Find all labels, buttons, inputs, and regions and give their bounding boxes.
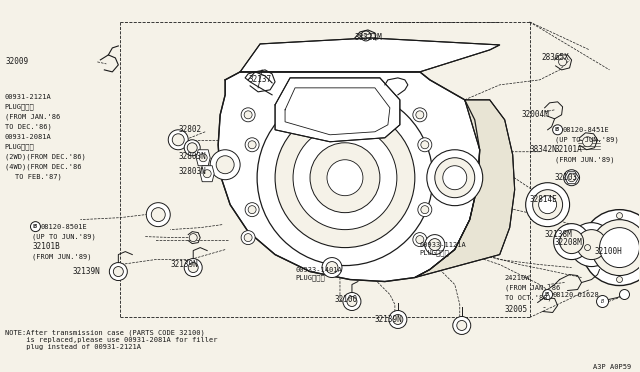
Circle shape: [168, 130, 188, 150]
Text: 32004M: 32004M: [522, 110, 549, 119]
Circle shape: [543, 289, 552, 299]
Polygon shape: [240, 38, 500, 72]
Circle shape: [248, 141, 256, 149]
Circle shape: [113, 267, 124, 276]
Circle shape: [421, 206, 429, 214]
Text: 00931-2081A: 00931-2081A: [4, 134, 51, 140]
Text: TO DEC.'86): TO DEC.'86): [4, 124, 51, 130]
Circle shape: [343, 292, 361, 311]
Polygon shape: [275, 78, 400, 142]
Text: 38322M: 38322M: [355, 33, 383, 42]
Text: (FROM JUN.'89): (FROM JUN.'89): [33, 253, 92, 260]
Text: 00933-1121A: 00933-1121A: [420, 241, 467, 248]
Text: PLUGプラグ: PLUGプラグ: [295, 274, 324, 281]
Polygon shape: [415, 100, 515, 278]
Circle shape: [248, 206, 256, 214]
Text: 00933-1401A: 00933-1401A: [295, 267, 342, 273]
Text: B: B: [556, 127, 559, 132]
Text: PLUGプラグ: PLUGプラグ: [420, 249, 449, 256]
Circle shape: [591, 219, 640, 276]
Circle shape: [216, 156, 234, 174]
Text: NOTE:After transmission case (PARTS CODE 32100)
     is replaced,please use 0093: NOTE:After transmission case (PARTS CODE…: [4, 330, 217, 350]
Circle shape: [570, 222, 614, 267]
Text: B: B: [555, 127, 558, 132]
Text: B: B: [601, 299, 604, 304]
Circle shape: [241, 231, 255, 245]
Circle shape: [616, 213, 623, 219]
Circle shape: [413, 232, 427, 247]
Text: 32137: 32137: [248, 76, 271, 84]
Text: B: B: [545, 292, 548, 297]
Circle shape: [552, 125, 563, 135]
Text: 28365X: 28365X: [541, 54, 570, 62]
Circle shape: [245, 203, 259, 217]
Circle shape: [151, 208, 165, 222]
Text: 24210W: 24210W: [505, 275, 530, 280]
Circle shape: [322, 257, 342, 278]
Circle shape: [416, 235, 424, 244]
Circle shape: [418, 203, 432, 217]
Text: 00931-2121A: 00931-2121A: [4, 94, 51, 100]
Text: TO OCT.'88): TO OCT.'88): [505, 294, 552, 301]
Text: TO FEB.'87): TO FEB.'87): [15, 173, 61, 180]
Circle shape: [293, 126, 397, 230]
Circle shape: [429, 238, 441, 251]
Text: 38342N: 38342N: [530, 145, 557, 154]
Circle shape: [389, 311, 407, 328]
Circle shape: [421, 141, 429, 149]
Text: 32802: 32802: [178, 125, 202, 134]
Circle shape: [418, 138, 432, 152]
Text: 32138M: 32138M: [545, 230, 572, 239]
Circle shape: [457, 320, 467, 330]
Circle shape: [310, 143, 380, 213]
Circle shape: [525, 183, 570, 227]
Circle shape: [275, 108, 415, 248]
Text: 32814E: 32814E: [530, 195, 557, 204]
Circle shape: [564, 170, 580, 186]
Text: 08120-61628: 08120-61628: [552, 292, 600, 298]
Text: 08120-8451E: 08120-8451E: [563, 127, 609, 133]
Circle shape: [416, 111, 424, 119]
Circle shape: [189, 234, 197, 241]
Text: 32100H: 32100H: [595, 247, 622, 256]
Circle shape: [244, 234, 252, 241]
Circle shape: [566, 173, 577, 183]
Circle shape: [532, 190, 563, 219]
Text: 08120-8501E: 08120-8501E: [40, 224, 87, 230]
Circle shape: [427, 150, 483, 206]
Circle shape: [582, 137, 593, 147]
Circle shape: [199, 154, 207, 162]
Circle shape: [559, 58, 566, 66]
Circle shape: [184, 259, 202, 276]
Polygon shape: [218, 72, 480, 282]
Circle shape: [443, 166, 467, 190]
Text: 32005: 32005: [505, 305, 528, 314]
Text: B: B: [34, 224, 37, 229]
Polygon shape: [564, 172, 579, 184]
Text: (UP TO JUN.'89): (UP TO JUN.'89): [555, 137, 618, 143]
Circle shape: [172, 134, 184, 146]
Circle shape: [203, 170, 211, 178]
Circle shape: [413, 108, 427, 122]
Circle shape: [584, 245, 591, 251]
Text: 32803N: 32803N: [178, 167, 206, 176]
Text: (FROM JAN.'86: (FROM JAN.'86: [505, 284, 560, 291]
Circle shape: [568, 174, 575, 182]
Circle shape: [554, 224, 589, 260]
Circle shape: [188, 143, 197, 153]
Text: 32100: 32100: [335, 295, 358, 304]
Text: A3P A0P59: A3P A0P59: [593, 365, 632, 371]
Text: PLUGプラグ: PLUGプラグ: [4, 103, 35, 110]
Text: 32139N: 32139N: [170, 260, 198, 269]
Circle shape: [616, 276, 623, 283]
Text: 32103: 32103: [555, 173, 578, 182]
Circle shape: [245, 138, 259, 152]
Text: (2WD)(FROM DEC.'86): (2WD)(FROM DEC.'86): [4, 154, 85, 160]
Text: (UP TO JUN.'89): (UP TO JUN.'89): [33, 233, 96, 240]
Text: (FROM JUN.'89): (FROM JUN.'89): [555, 157, 614, 163]
Circle shape: [600, 228, 639, 267]
Circle shape: [326, 262, 338, 273]
Text: (4WD)(FROM DEC.'86: (4WD)(FROM DEC.'86: [4, 163, 81, 170]
Circle shape: [109, 263, 127, 280]
Circle shape: [559, 230, 584, 254]
